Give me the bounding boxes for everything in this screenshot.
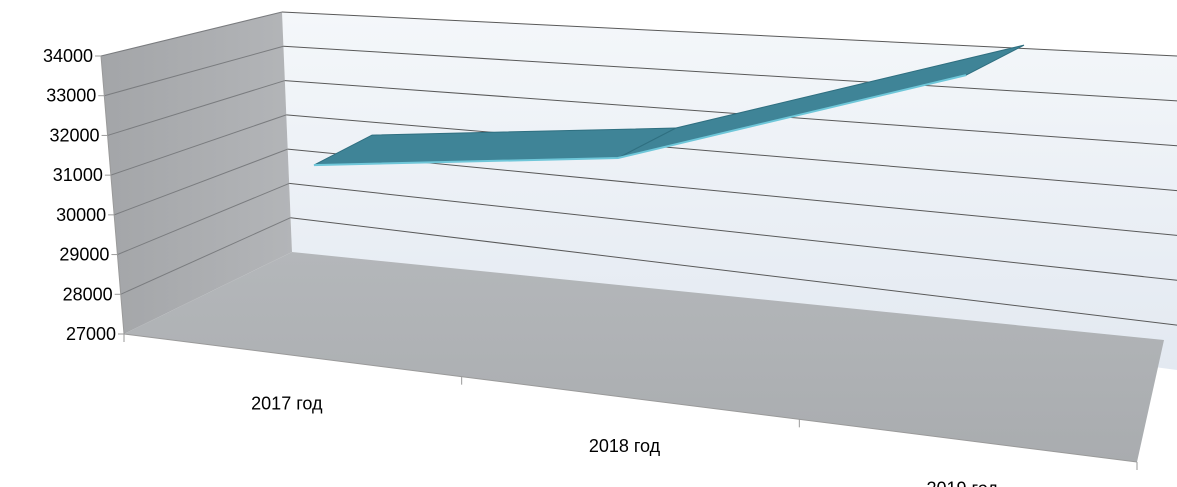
side-gridline (117, 182, 290, 256)
x-axis-ticks (123, 334, 1138, 470)
side-gridline (104, 45, 284, 97)
side-gridline (100, 11, 283, 57)
gridline (290, 217, 1177, 326)
y-axis-ticks: 34000 33000 32000 31000 30000 29000 28000 27000 (43, 46, 124, 344)
series-ribbon (313, 44, 1025, 167)
floor (124, 252, 1164, 462)
y-tick-label: 28000 (63, 284, 113, 304)
gridline (287, 148, 1177, 236)
y-tick-label: 29000 (59, 245, 109, 265)
gridline (283, 45, 1177, 102)
side-gridline (110, 114, 287, 176)
gridlines (100, 11, 1177, 326)
y-tick-label: 33000 (46, 86, 96, 106)
y-tick-label: 32000 (50, 125, 100, 145)
x-category-label: 2017 год (251, 393, 323, 413)
gridline (281, 11, 1177, 57)
y-tick-label: 34000 (43, 46, 93, 66)
y-tick-label: 30000 (56, 205, 106, 225)
y-axis-line (100, 55, 125, 335)
gridline (284, 80, 1177, 147)
x-axis-line (123, 333, 1138, 463)
side-wall (101, 12, 292, 334)
side-gridline (120, 217, 291, 295)
x-category-label: 2019 год (926, 479, 998, 487)
side-gridline (113, 148, 288, 216)
side-gridline (107, 80, 286, 136)
x-category-label: 2018 год (589, 436, 661, 456)
gridline (286, 114, 1177, 192)
y-tick-label: 27000 (66, 324, 116, 344)
gridline (289, 182, 1177, 281)
y-tick-label: 31000 (53, 165, 103, 185)
x-axis-labels: 2017 год 2018 год 2019 год (251, 393, 998, 487)
